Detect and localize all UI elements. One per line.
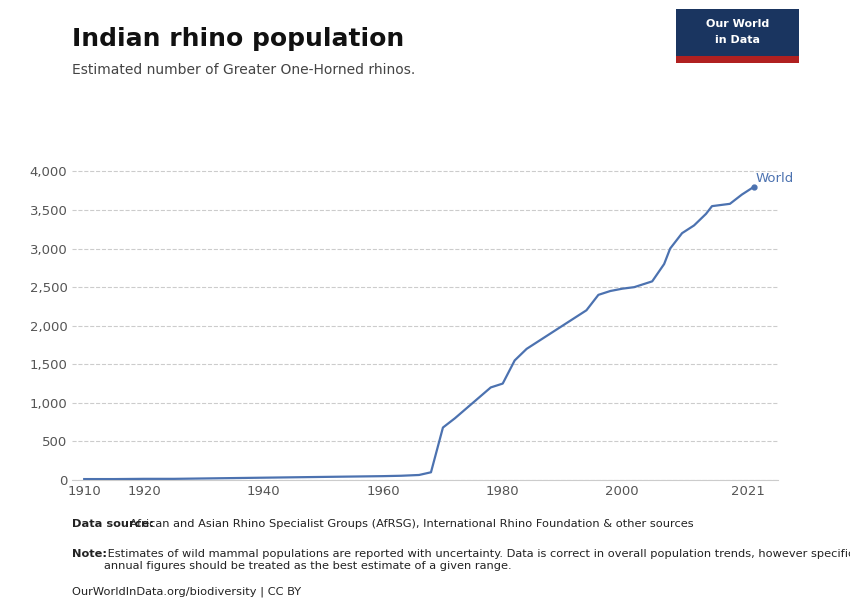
Text: World: World (756, 172, 794, 185)
Text: Our World: Our World (706, 19, 769, 29)
Text: African and Asian Rhino Specialist Groups (AfRSG), International Rhino Foundatio: African and Asian Rhino Specialist Group… (126, 519, 694, 529)
Text: OurWorldInData.org/biodiversity | CC BY: OurWorldInData.org/biodiversity | CC BY (72, 587, 302, 598)
Text: Note:: Note: (72, 549, 107, 559)
Text: Indian rhino population: Indian rhino population (72, 27, 405, 51)
Text: in Data: in Data (715, 35, 760, 46)
Text: Estimates of wild mammal populations are reported with uncertainty. Data is corr: Estimates of wild mammal populations are… (104, 549, 850, 571)
Text: Data source:: Data source: (72, 519, 154, 529)
FancyBboxPatch shape (676, 56, 799, 63)
Text: Estimated number of Greater One-Horned rhinos.: Estimated number of Greater One-Horned r… (72, 63, 416, 77)
FancyBboxPatch shape (676, 9, 799, 63)
